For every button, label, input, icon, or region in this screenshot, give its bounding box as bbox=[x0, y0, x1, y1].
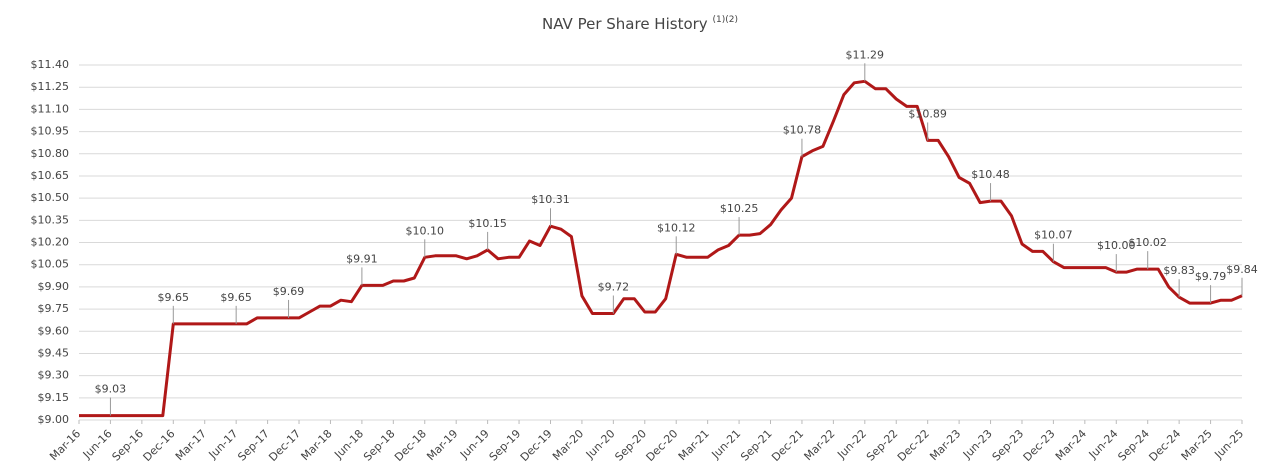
x-tick-label: Sep-20 bbox=[612, 427, 649, 464]
x-tick-label: Mar-25 bbox=[1179, 427, 1215, 463]
data-label: $10.07 bbox=[1034, 229, 1073, 242]
x-tick-label: Sep-17 bbox=[235, 427, 272, 464]
x-tick-label: Sep-21 bbox=[738, 427, 775, 464]
data-label: $9.79 bbox=[1195, 270, 1227, 283]
data-label: $10.48 bbox=[971, 168, 1010, 181]
x-tick-label: Mar-17 bbox=[173, 427, 209, 463]
x-tick-label: Jun-16 bbox=[80, 427, 115, 462]
x-tick-label: Sep-18 bbox=[361, 427, 398, 464]
y-tick-label: $10.65 bbox=[31, 169, 70, 182]
x-tick-label: Jun-22 bbox=[834, 427, 869, 462]
y-tick-label: $10.20 bbox=[31, 236, 70, 249]
x-tick-label: Dec-18 bbox=[392, 427, 429, 464]
chart-title: NAV Per Share History (1)(2) bbox=[542, 15, 738, 33]
x-tick-label: Mar-16 bbox=[47, 427, 83, 463]
x-tick-label: Dec-21 bbox=[769, 427, 806, 464]
x-tick-label: Mar-20 bbox=[550, 427, 586, 463]
y-tick-label: $9.90 bbox=[38, 280, 70, 293]
data-label: $10.00 bbox=[1097, 239, 1136, 252]
y-tick-label: $11.10 bbox=[31, 102, 70, 115]
x-tick-label: Dec-19 bbox=[518, 427, 555, 464]
y-tick-label: $10.05 bbox=[31, 258, 70, 271]
y-tick-label: $11.40 bbox=[31, 58, 70, 71]
x-tick-label: Sep-16 bbox=[110, 427, 147, 464]
y-tick-label: $9.30 bbox=[38, 369, 70, 382]
data-label: $10.15 bbox=[468, 217, 507, 230]
x-tick-label: Sep-23 bbox=[990, 427, 1027, 464]
y-tick-label: $9.60 bbox=[38, 324, 70, 337]
data-label: $9.84 bbox=[1226, 263, 1258, 276]
x-tick-label: Mar-24 bbox=[1053, 427, 1089, 463]
x-tick-label: Sep-24 bbox=[1115, 427, 1152, 464]
x-tick-label: Dec-17 bbox=[266, 427, 303, 464]
data-label: $10.25 bbox=[720, 202, 759, 215]
x-tick-label: Jun-23 bbox=[960, 427, 995, 462]
y-tick-label: $10.35 bbox=[31, 213, 70, 226]
x-tick-label: Jun-19 bbox=[457, 427, 492, 462]
data-label: $10.02 bbox=[1128, 236, 1167, 249]
y-tick-label: $9.15 bbox=[38, 391, 70, 404]
x-tick-label: Dec-24 bbox=[1146, 427, 1183, 464]
data-label: $10.31 bbox=[531, 193, 570, 206]
x-tick-label: Sep-19 bbox=[487, 427, 524, 464]
y-tick-label: $9.00 bbox=[38, 413, 70, 426]
data-label: $9.91 bbox=[346, 252, 378, 265]
line bbox=[79, 79, 1243, 418]
x-tick-label: Dec-22 bbox=[895, 427, 932, 464]
title-note: (1)(2) bbox=[712, 15, 738, 25]
y-tick-label: $11.25 bbox=[31, 80, 70, 93]
data-label: $10.10 bbox=[406, 224, 445, 237]
y-tick-label: $10.95 bbox=[31, 125, 70, 138]
data-label: $10.12 bbox=[657, 221, 696, 234]
y-tick-label: $10.50 bbox=[31, 191, 70, 204]
data-label: $9.72 bbox=[598, 281, 630, 294]
data-label: $9.65 bbox=[158, 291, 190, 304]
x-tick-label: Dec-16 bbox=[141, 427, 178, 464]
x-tick-label: Jun-18 bbox=[331, 427, 366, 462]
x-tick-label: Sep-22 bbox=[864, 427, 901, 464]
x-tick-label: Dec-23 bbox=[1021, 427, 1058, 464]
y-tick-label: $9.75 bbox=[38, 302, 70, 315]
y-tick-label: $10.80 bbox=[31, 147, 70, 160]
data-label: $10.89 bbox=[908, 107, 947, 120]
y-tick-label: $9.45 bbox=[38, 346, 70, 359]
x-tick-label: Jun-21 bbox=[709, 427, 744, 462]
x-tick-label: Mar-23 bbox=[927, 427, 963, 463]
data-label: $9.03 bbox=[95, 383, 127, 396]
data-label: $11.29 bbox=[846, 48, 885, 61]
x-tick-label: Jun-25 bbox=[1211, 427, 1246, 462]
x-tick-label: Mar-22 bbox=[802, 427, 838, 463]
data-label: $9.69 bbox=[273, 285, 305, 298]
x-tick-label: Mar-19 bbox=[424, 427, 460, 463]
x-tick-label: Jun-20 bbox=[583, 427, 618, 462]
data-label: $9.83 bbox=[1163, 264, 1195, 277]
x-tick-label: Jun-24 bbox=[1086, 427, 1121, 462]
title-text: NAV Per Share History bbox=[542, 15, 708, 33]
data-label: $10.78 bbox=[783, 124, 822, 137]
x-tick-label: Jun-17 bbox=[206, 427, 241, 462]
x-tick-label: Mar-18 bbox=[299, 427, 335, 463]
data-label: $9.65 bbox=[220, 291, 252, 304]
x-tick-label: Dec-20 bbox=[644, 427, 681, 464]
x-tick-label: Mar-21 bbox=[676, 427, 712, 463]
